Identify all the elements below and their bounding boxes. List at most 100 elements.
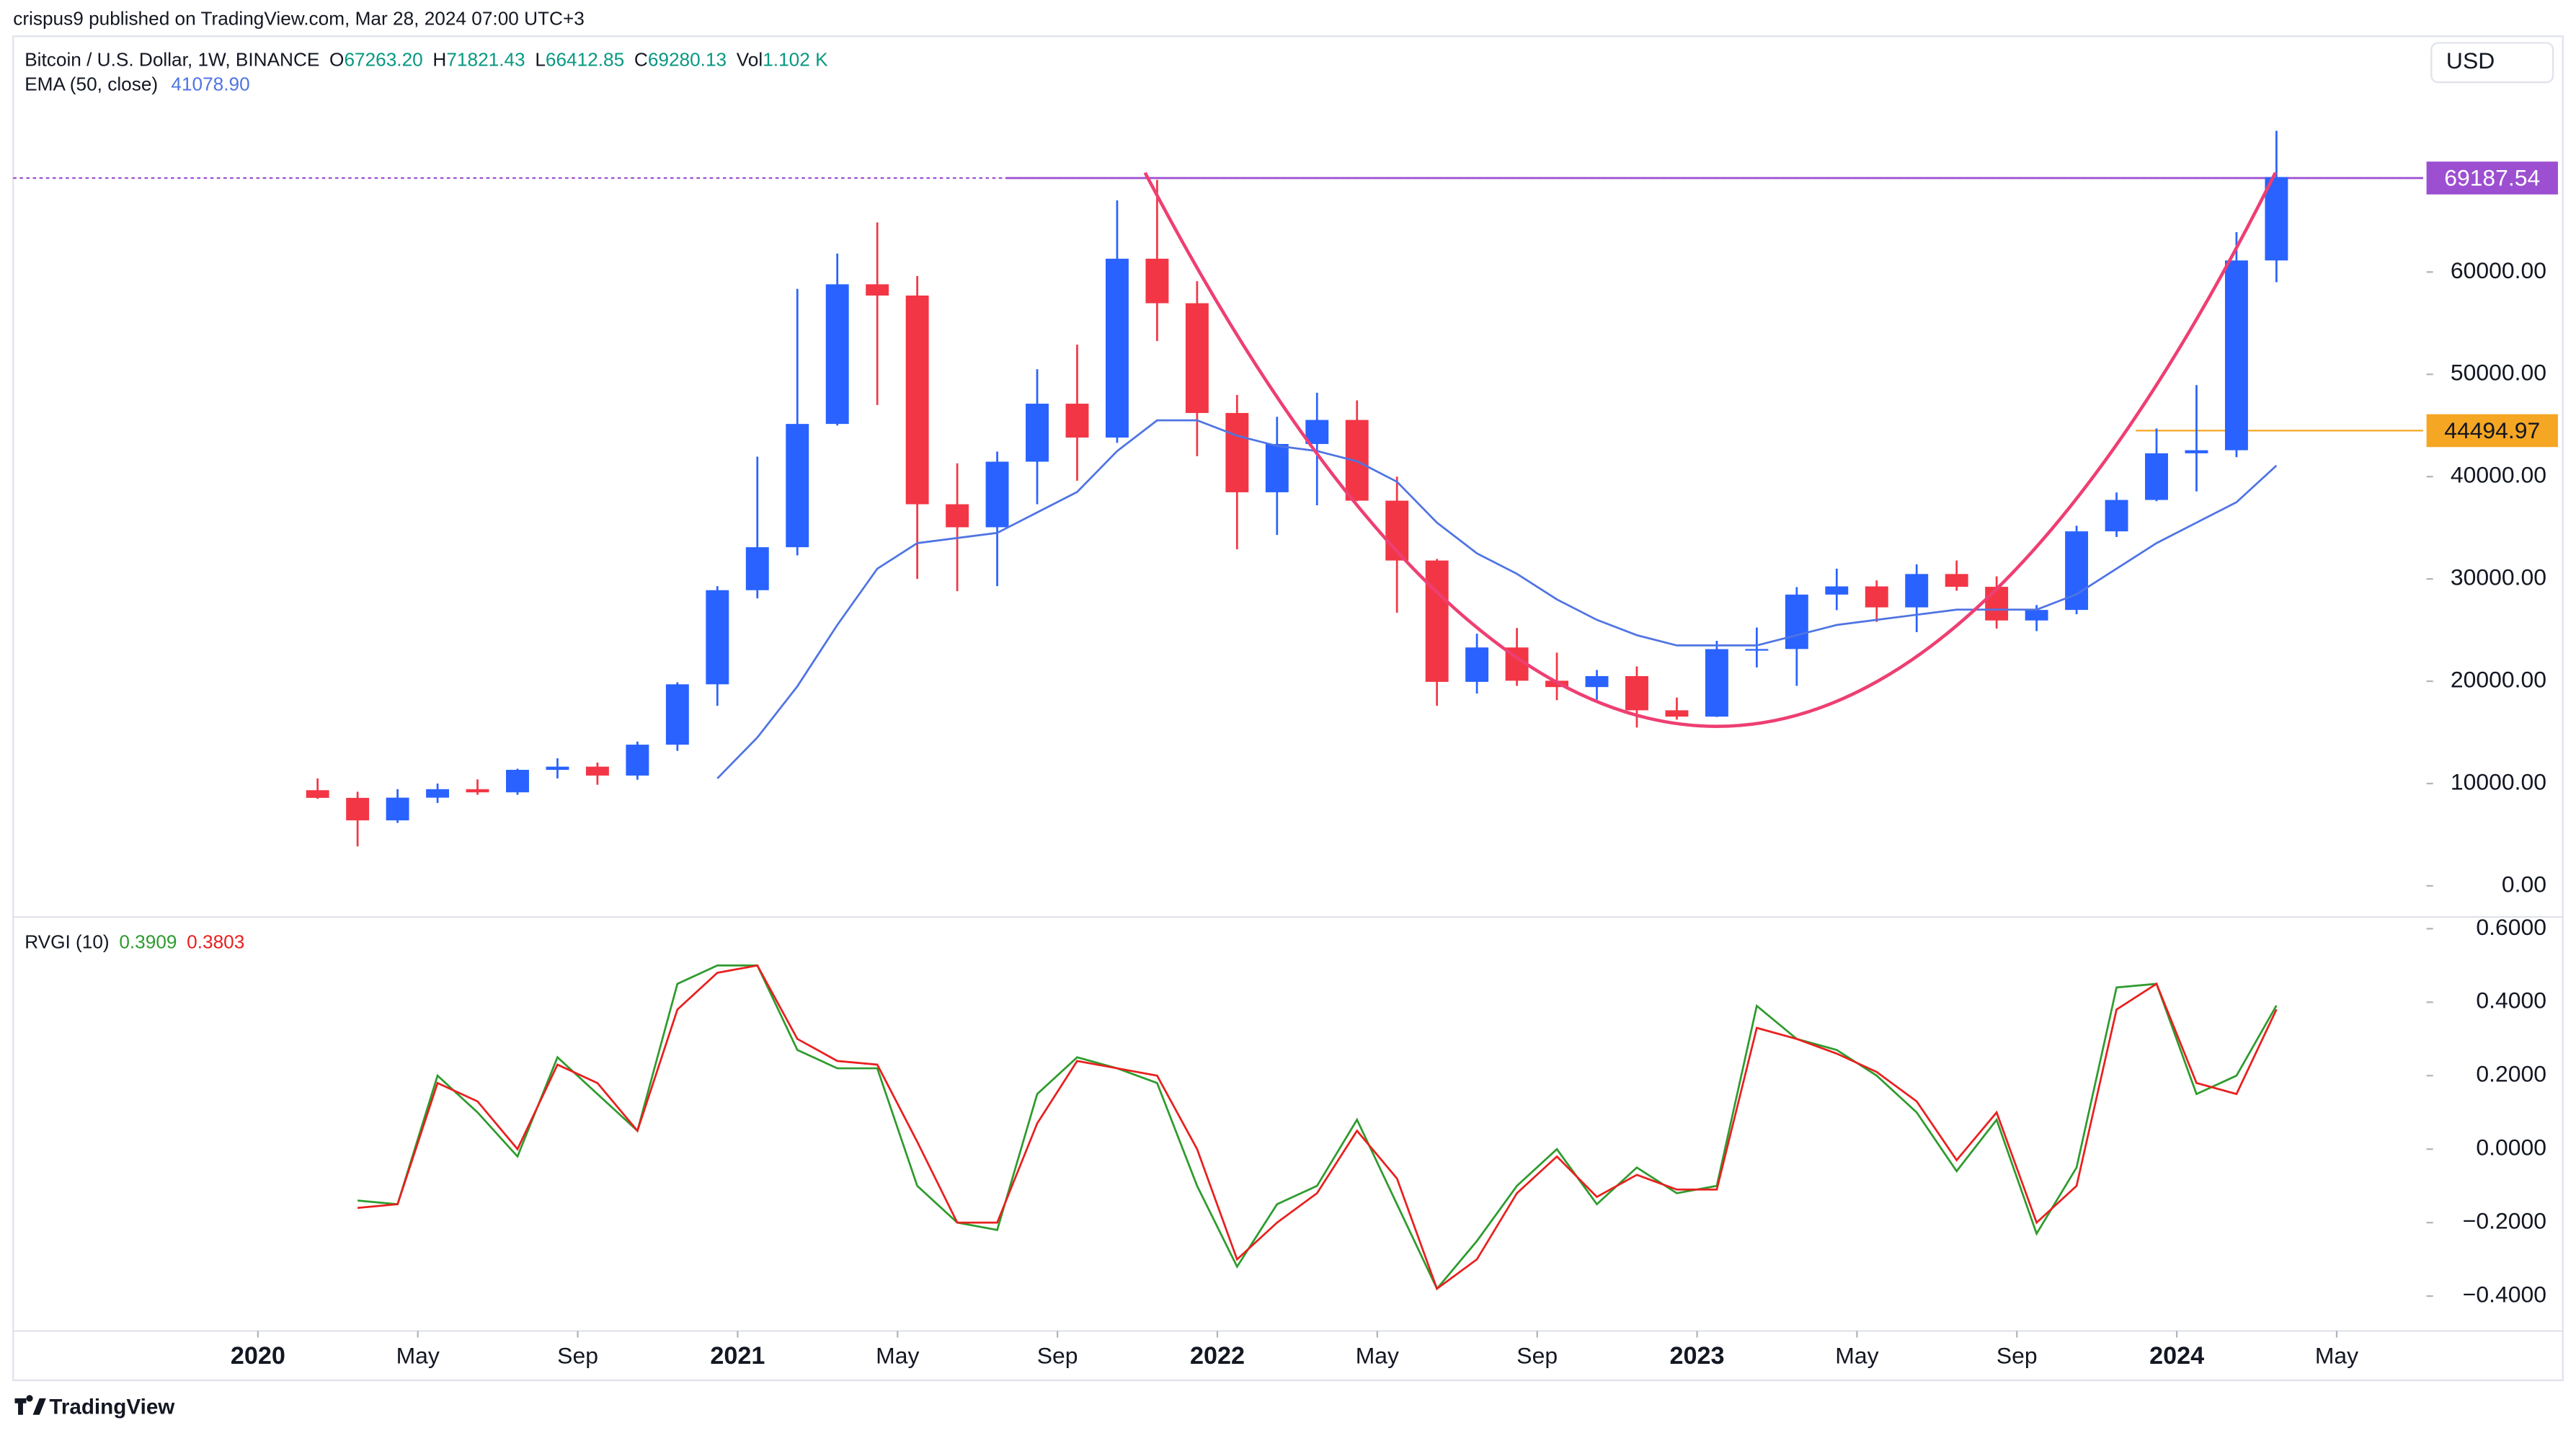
x-tick-label: 2021 <box>710 1342 765 1370</box>
y-tick-label: −0.2000 <box>2463 1208 2546 1234</box>
legend-value: 0.3909 <box>119 931 177 952</box>
x-tick-label: 2022 <box>1190 1342 1245 1370</box>
y-tick-label: −0.4000 <box>2463 1281 2546 1307</box>
publisher: crispus9 published on TradingView.com, M… <box>13 7 585 29</box>
legend-title: Bitcoin / U.S. Dollar, 1W, BINANCE <box>25 48 319 70</box>
y-tick-label: 60000.00 <box>2451 257 2546 283</box>
y-tick-label: 20000.00 <box>2451 666 2546 692</box>
candle-body <box>1425 560 1449 682</box>
candle-body <box>346 797 370 821</box>
legend-title: RVGI (10) <box>25 931 109 952</box>
legend-name: EMA (50, close) <box>25 74 158 95</box>
candle-body <box>825 284 849 425</box>
candle-body <box>745 547 769 590</box>
x-tick-label: May <box>2315 1342 2358 1368</box>
candle-body <box>1265 443 1289 492</box>
candle-body <box>2145 453 2168 500</box>
x-tick-label: May <box>1835 1342 1878 1368</box>
legend: RVGI (10) 0.3909 0.3803 <box>25 931 244 952</box>
candle-body <box>1745 649 1769 651</box>
legend-value: 71821.43 <box>446 48 525 70</box>
candle-body <box>1945 574 1968 587</box>
y-tick-label: 0.0000 <box>2476 1135 2546 1161</box>
candle-body <box>466 789 489 793</box>
y-tick-label: 0.4000 <box>2476 988 2546 1013</box>
candle-body <box>1225 412 1249 492</box>
candle-body <box>426 789 450 798</box>
candle-body <box>985 461 1009 528</box>
candle-body <box>1105 258 1129 438</box>
legend-key: H <box>432 48 446 70</box>
legend-key: C <box>634 48 648 70</box>
x-tick-label: Sep <box>1037 1342 1078 1368</box>
legend: Bitcoin / U.S. Dollar, 1W, BINANCE O67263… <box>25 48 828 70</box>
candle-body <box>386 797 409 821</box>
level-label-box <box>2426 161 2558 195</box>
x-tick-label: 2020 <box>231 1342 285 1370</box>
legend-value: 69280.13 <box>648 48 727 70</box>
candle-body <box>1705 649 1728 717</box>
x-tick-label: 2023 <box>1670 1342 1725 1370</box>
y-tick-label: 0.2000 <box>2476 1061 2546 1087</box>
y-tick-label: 0.00 <box>2502 871 2546 897</box>
candle-body <box>1145 258 1169 303</box>
x-tick-label: May <box>396 1342 440 1368</box>
candle-body <box>1985 587 2009 621</box>
x-tick-label: May <box>876 1342 919 1368</box>
level-label: 69187.54 <box>2444 165 2540 191</box>
y-tick-label: 10000.00 <box>2451 768 2546 794</box>
level-label: 44494.97 <box>2444 417 2540 443</box>
candle-body <box>1305 420 1329 444</box>
candle-body <box>306 790 329 798</box>
brand: TradingView <box>49 1395 175 1419</box>
candle-body <box>1785 594 1808 649</box>
x-axis: 2020 May Sep 2021 May Sep 2022 May Sep 2023 May Sep… <box>231 1331 2358 1370</box>
candle-body <box>946 504 969 528</box>
candle-body <box>2185 450 2208 453</box>
candle-body <box>2224 260 2248 451</box>
candle-body <box>1665 710 1689 717</box>
candle-body <box>706 590 729 685</box>
candle-body <box>546 766 569 770</box>
candle-body <box>665 684 689 745</box>
series-line <box>716 419 2278 779</box>
legend-value: 66412.85 <box>546 48 624 70</box>
tv-logo <box>14 1395 46 1415</box>
y-axis: 0.6000 0.4000 0.2000 0.0000 −0.2000 −0.4000 <box>2426 914 2546 1307</box>
x-tick-label: Sep <box>1997 1342 2038 1368</box>
y-tick-label: 0.6000 <box>2476 914 2546 940</box>
y-tick-label: 30000.00 <box>2451 564 2546 590</box>
cup-drawing <box>1143 172 2277 728</box>
candle-body <box>866 284 889 296</box>
x-tick-label: May <box>1356 1342 1399 1368</box>
legend-key: O <box>329 48 344 70</box>
candle-body <box>2025 610 2048 621</box>
x-tick-label: Sep <box>1516 1342 1558 1368</box>
candle-body <box>626 745 649 776</box>
legend-value: 1.102 K <box>763 48 828 70</box>
y-axis: 0.00 10000.00 20000.00 30000.00 40000.00 5000… <box>2426 257 2546 897</box>
level-label-box <box>2426 414 2558 448</box>
candle-body <box>585 766 609 776</box>
candle-body <box>1865 586 1888 608</box>
candle-body <box>1825 586 1849 595</box>
x-tick-label: Sep <box>557 1342 598 1368</box>
candle-body <box>1585 675 1609 688</box>
candle-body <box>1465 647 1489 682</box>
currency[interactable]: USD <box>2446 48 2495 74</box>
candle-body <box>2265 177 2288 261</box>
candle-body <box>1065 404 1089 438</box>
frame <box>12 35 2564 1381</box>
candle-body <box>2105 500 2128 532</box>
candle-body <box>1625 675 1648 711</box>
legend-value: 67263.20 <box>344 48 422 70</box>
x-tick-label: 2024 <box>2149 1342 2204 1370</box>
candle-body <box>506 769 529 793</box>
currency-button[interactable] <box>2430 42 2554 84</box>
legend-key: Vol <box>737 48 763 70</box>
series-line <box>357 964 2278 1291</box>
candle-body <box>905 296 929 505</box>
legend-value: 0.3803 <box>187 931 244 952</box>
